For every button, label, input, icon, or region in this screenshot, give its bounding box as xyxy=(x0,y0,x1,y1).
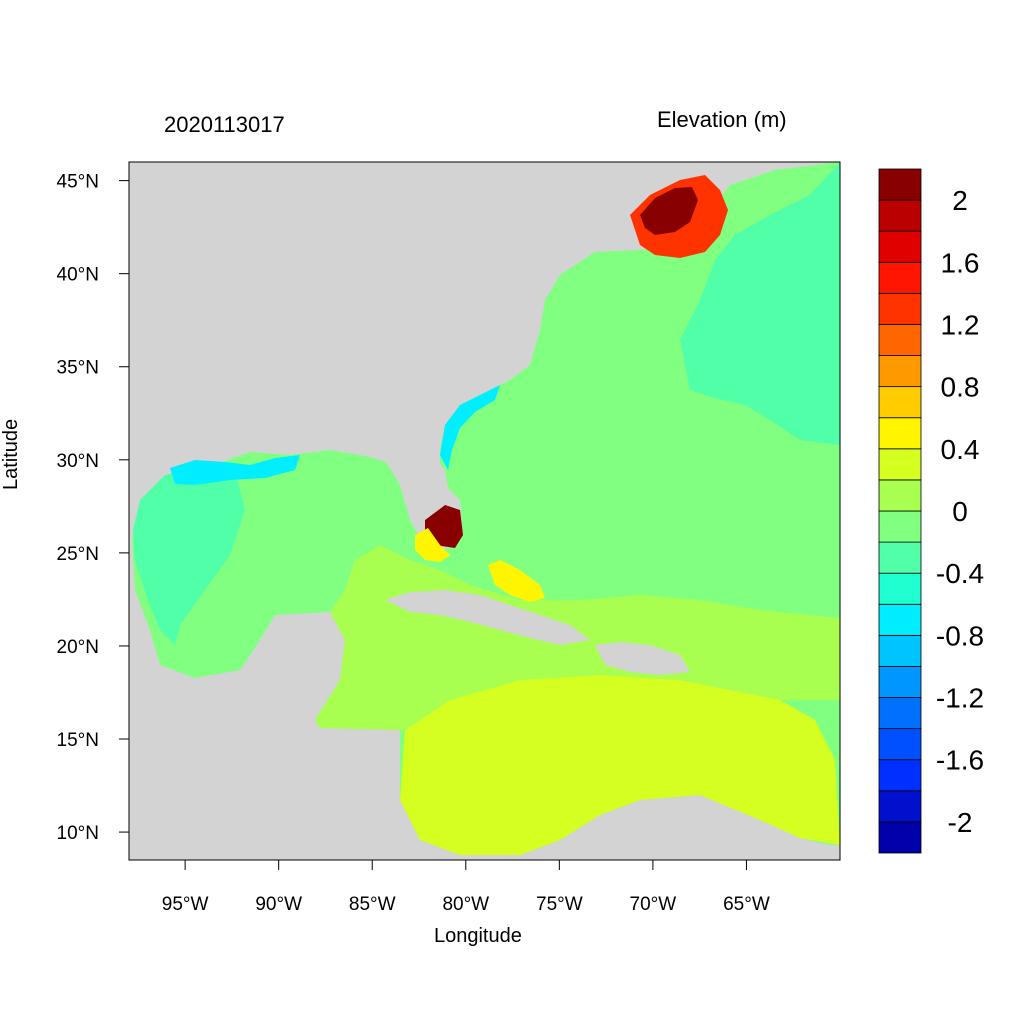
colorbar-label: 0.4 xyxy=(941,434,980,465)
x-tick-label: 80°W xyxy=(442,894,489,915)
colorbar-swatch xyxy=(878,666,922,698)
x-tick-label: 75°W xyxy=(536,894,583,915)
y-axis: 45°N 40°N 35°N 30°N 25°N 20°N 15°N 10°N xyxy=(57,172,129,844)
colorbar-swatch xyxy=(878,168,922,201)
florida-landmass xyxy=(365,450,450,520)
colorbar-swatch xyxy=(878,603,922,636)
gulf-of-maine-core xyxy=(640,187,698,235)
colorbar-swatch xyxy=(878,572,922,605)
y-tick-label: 40°N xyxy=(57,265,99,286)
colorbar-label: -1.6 xyxy=(936,745,984,776)
x-tick-label: 95°W xyxy=(162,894,209,915)
colorbar-swatch xyxy=(878,634,922,667)
colorbar-label: -0.8 xyxy=(936,620,984,651)
y-tick-label: 20°N xyxy=(57,637,99,658)
x-tick-label: 70°W xyxy=(630,894,677,915)
colorbar-swatch xyxy=(878,448,922,481)
colorbar-label: 0.8 xyxy=(941,372,980,403)
colorbar-label: 1.2 xyxy=(941,309,980,340)
colorbar-swatch xyxy=(878,759,922,792)
colorbar-swatch xyxy=(878,261,922,294)
cuba-landmass xyxy=(385,590,590,645)
florida-bay-band xyxy=(415,528,450,562)
plot-frame xyxy=(128,161,841,861)
colorbar-title: Elevation (m) xyxy=(657,107,787,132)
colorbar-swatch xyxy=(878,324,922,356)
y-tick-label: 35°N xyxy=(57,358,99,379)
colorbar-swatch xyxy=(878,479,922,512)
colorbar-swatch xyxy=(878,541,922,574)
y-tick-label: 45°N xyxy=(57,172,99,193)
x-axis: 95°W 90°W 85°W 80°W 75°W 70°W 65°W xyxy=(162,860,770,915)
colorbar-swatch xyxy=(878,510,922,543)
gulf-of-mexico-west xyxy=(133,468,245,645)
colorbar-swatch xyxy=(878,728,922,761)
colorbar-label: -1.2 xyxy=(936,683,984,714)
x-axis-title: Longitude xyxy=(434,925,522,947)
colorbar-label: 2 xyxy=(952,185,968,216)
y-tick-label: 15°N xyxy=(57,730,99,751)
colorbar-label: -2 xyxy=(948,807,973,838)
hispaniola-landmass xyxy=(595,642,690,675)
colorbar-swatch xyxy=(878,697,922,730)
northern-gulf-shelf xyxy=(170,455,300,485)
colorbar-swatch xyxy=(878,230,922,263)
colorbar-swatch xyxy=(878,821,922,854)
x-tick-label: 90°W xyxy=(255,894,302,915)
caribbean-band xyxy=(400,675,840,855)
colorbar-swatch xyxy=(878,790,922,823)
colorbar-label: 0 xyxy=(952,496,968,527)
map-area xyxy=(129,162,840,860)
colorbar-swatch xyxy=(878,386,922,419)
x-tick-label: 65°W xyxy=(723,894,770,915)
colorbar: 2 1.6 1.2 0.8 0.4 0 -0.4 -0.8 -1.2 -1.6 -2 xyxy=(878,168,984,854)
southeast-us-shelf xyxy=(440,385,500,470)
x-tick-label: 85°W xyxy=(349,894,396,915)
y-tick-label: 30°N xyxy=(57,451,99,472)
bahama-bank-surge xyxy=(488,560,545,602)
y-tick-label: 25°N xyxy=(57,544,99,565)
y-tick-label: 10°N xyxy=(57,823,99,844)
colorbar-swatch xyxy=(878,199,922,232)
timestamp-label: 2020113017 xyxy=(164,112,285,137)
atlantic-east-band xyxy=(680,162,840,445)
colorbar-label: -0.4 xyxy=(936,558,984,589)
colorbar-label: 1.6 xyxy=(941,247,980,278)
colorbar-swatch xyxy=(878,355,922,388)
colorbar-swatch xyxy=(878,292,922,325)
colorbar-swatch xyxy=(878,417,922,450)
